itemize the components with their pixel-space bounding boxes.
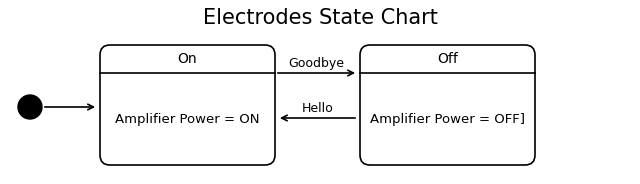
Text: Goodbye: Goodbye [289, 57, 344, 70]
Text: Electrodes State Chart: Electrodes State Chart [203, 8, 437, 28]
Text: Hello: Hello [301, 102, 333, 115]
Text: On: On [178, 52, 197, 66]
Circle shape [18, 95, 42, 119]
FancyBboxPatch shape [360, 45, 535, 165]
Text: Amplifier Power = ON: Amplifier Power = ON [115, 112, 260, 125]
FancyBboxPatch shape [100, 45, 275, 165]
Text: Off: Off [437, 52, 458, 66]
Text: Amplifier Power = OFF]: Amplifier Power = OFF] [370, 112, 525, 125]
